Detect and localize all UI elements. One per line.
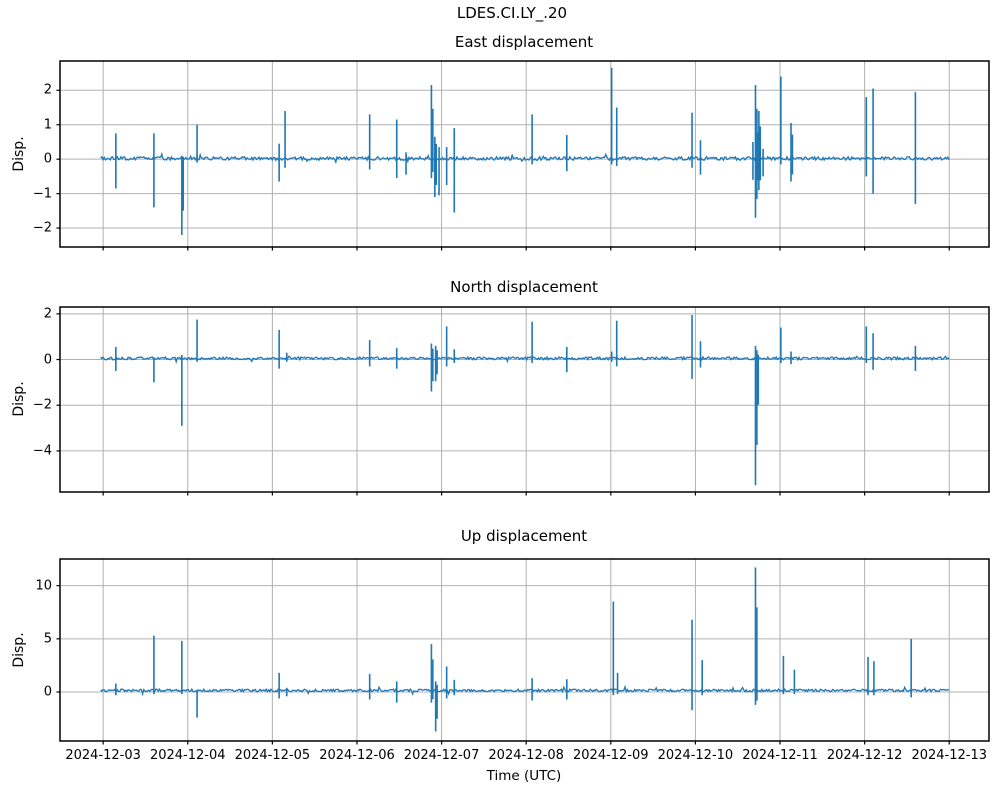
y-tick-label: 0 — [43, 352, 52, 368]
y-axis-label-north: Disp. — [11, 381, 27, 417]
x-tick-label: 2024-12-11 — [742, 748, 818, 763]
axes-0 — [56, 60, 990, 251]
x-tick-label: 2024-12-12 — [826, 748, 903, 763]
subplot-title-up: Up displacement — [460, 527, 588, 545]
y-tick-label: −4 — [32, 443, 52, 459]
x-tick-label: 2024-12-08 — [488, 748, 564, 763]
y-tick-label: 10 — [35, 578, 52, 594]
y-tick-label: 2 — [43, 82, 52, 98]
y-tick-label: 5 — [43, 631, 52, 647]
y-tick-label: −2 — [32, 397, 52, 413]
x-tick-label: 2024-12-13 — [911, 748, 987, 763]
axes-2 — [56, 558, 990, 745]
x-tick-label: 2024-12-09 — [573, 748, 649, 763]
x-tick-label: 2024-12-06 — [319, 748, 395, 763]
y-axis-label-up: Disp. — [11, 632, 27, 668]
x-tick-label: 2024-12-07 — [403, 748, 480, 763]
y-tick-label: 0 — [43, 684, 52, 700]
x-tick-label: 2024-12-03 — [65, 748, 141, 763]
y-tick-label: 0 — [43, 151, 52, 167]
subplot-title-north: North displacement — [450, 278, 598, 296]
y-tick-label: −1 — [32, 186, 52, 202]
x-tick-label: 2024-12-05 — [234, 748, 311, 763]
y-axis-label-east: Disp. — [11, 136, 27, 172]
x-tick-label: 2024-12-10 — [657, 748, 734, 763]
figure-title: LDES.CI.LY_.20 — [456, 4, 568, 22]
y-tick-label: 1 — [43, 117, 52, 133]
x-tick-label: 2024-12-04 — [149, 748, 226, 763]
axes-1 — [56, 306, 990, 496]
y-tick-label: −2 — [32, 220, 52, 236]
y-tick-label: 2 — [43, 306, 52, 322]
subplot-title-east: East displacement — [454, 33, 594, 51]
x-axis-label: Time (UTC) — [486, 768, 562, 784]
